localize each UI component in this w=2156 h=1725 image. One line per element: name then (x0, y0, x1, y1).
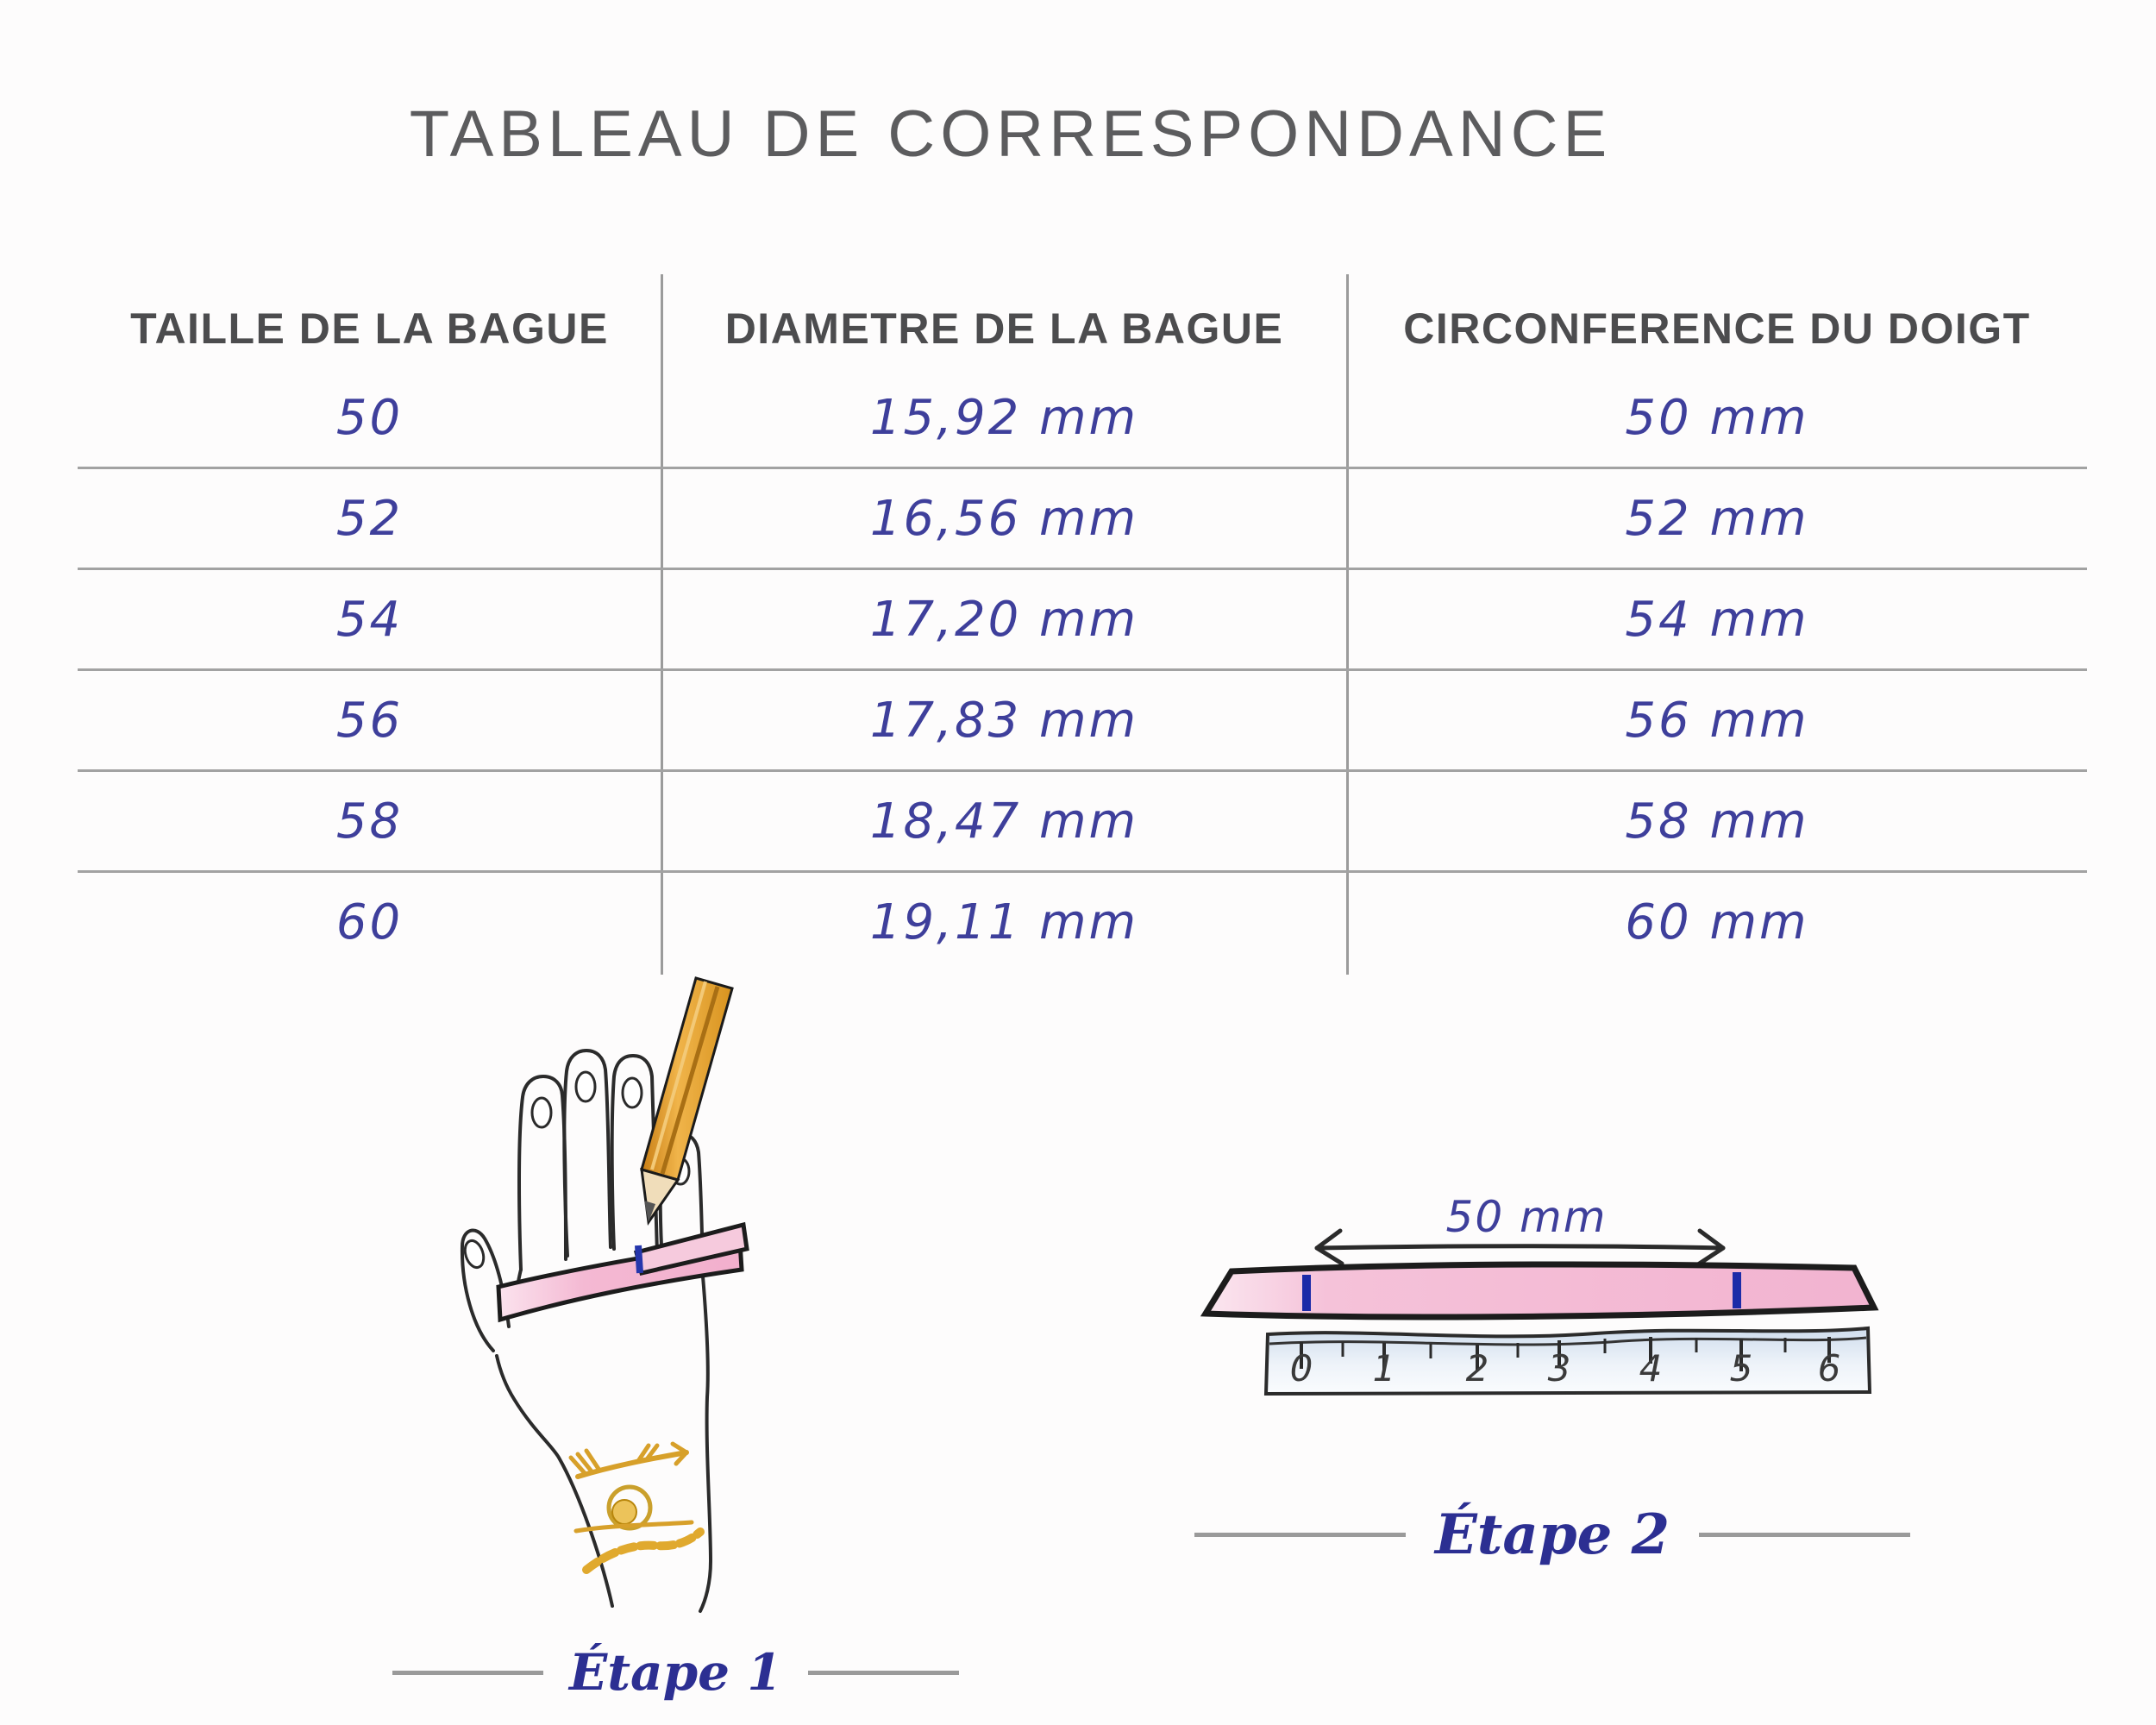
finger-circumference-value: 58 mm (1625, 793, 1809, 850)
ring-size-value: 60 (335, 894, 404, 950)
table-row: 50 15,92 mm 50 mm (78, 368, 2087, 469)
ribbon-strip (1200, 1261, 1879, 1320)
caption-rule-right (1699, 1533, 1911, 1537)
ring-size-value: 54 (335, 591, 404, 648)
finger-circumference-value: 52 mm (1625, 490, 1809, 547)
finger-circumference-value: 60 mm (1625, 894, 1809, 950)
pencil-icon (640, 976, 734, 1226)
page-title: TABLEAU DE CORRESPONDANCE (409, 97, 1613, 171)
ruler-tick-label: 1 (1372, 1347, 1396, 1389)
step1-caption: Étape 1 (392, 1643, 959, 1702)
step2-caption: Étape 2 (1194, 1502, 1911, 1567)
table-row: 60 19,11 mm 60 mm (78, 873, 2087, 971)
ring-diameter-value: 17,83 mm (869, 692, 1139, 749)
table-row: 56 17,83 mm 56 mm (78, 671, 2087, 772)
measure-arrow (1314, 1228, 1726, 1267)
column-header-finger-circumference: CIRCONFERENCE DU DOIGT (1403, 304, 2031, 353)
ruler-tick-label: 5 (1729, 1347, 1753, 1389)
table-row: 54 17,20 mm 54 mm (78, 570, 2087, 671)
ring-diameter-value: 15,92 mm (869, 389, 1139, 446)
finger-circumference-value: 54 mm (1625, 591, 1809, 648)
step2-label: Étape 2 (1435, 1502, 1670, 1567)
column-divider (661, 274, 663, 975)
hand-measuring-illustration (460, 976, 749, 1613)
step1-label: Étape 1 (569, 1643, 782, 1702)
column-header-ring-size: TAILLE DE LA BAGUE (130, 304, 609, 353)
ruler-tick-label: 4 (1639, 1347, 1663, 1389)
ring-size-value: 56 (335, 692, 404, 749)
finger-circumference-value: 56 mm (1625, 692, 1809, 749)
ribbon (496, 1221, 749, 1323)
bracelets (568, 1441, 705, 1574)
measure-label: 50 mm (1445, 1192, 1608, 1242)
finger-circumference-value: 50 mm (1625, 389, 1809, 446)
ring-diameter-value: 17,20 mm (869, 591, 1139, 648)
ruler-measuring-illustration (1200, 1228, 1879, 1396)
ruler-tick-label: 3 (1547, 1347, 1571, 1389)
column-header-ring-diameter: DIAMETRE DE LA BAGUE (724, 304, 1284, 353)
ruler-tick-label: 0 (1289, 1347, 1313, 1389)
ring-diameter-value: 19,11 mm (869, 894, 1139, 950)
table-row: 52 16,56 mm 52 mm (78, 469, 2087, 570)
caption-rule-left (392, 1670, 543, 1675)
ring-size-value: 58 (335, 793, 404, 850)
ring-size-value: 50 (335, 389, 404, 446)
ring-diameter-value: 16,56 mm (869, 490, 1139, 547)
ring-size-value: 52 (335, 490, 404, 547)
pen-mark (635, 1245, 643, 1274)
ruler-tick-label: 2 (1465, 1347, 1489, 1389)
ruler (1263, 1326, 1872, 1396)
ruler-tick-label: 6 (1817, 1347, 1841, 1389)
table-row: 58 18,47 mm 58 mm (78, 772, 2087, 873)
ring-diameter-value: 18,47 mm (869, 793, 1139, 850)
correspondence-table: 50 15,92 mm 50 mm 52 16,56 mm 52 mm 54 1… (78, 368, 2087, 971)
caption-rule-right (807, 1670, 959, 1675)
column-divider (1346, 274, 1349, 975)
caption-rule-left (1194, 1533, 1406, 1537)
